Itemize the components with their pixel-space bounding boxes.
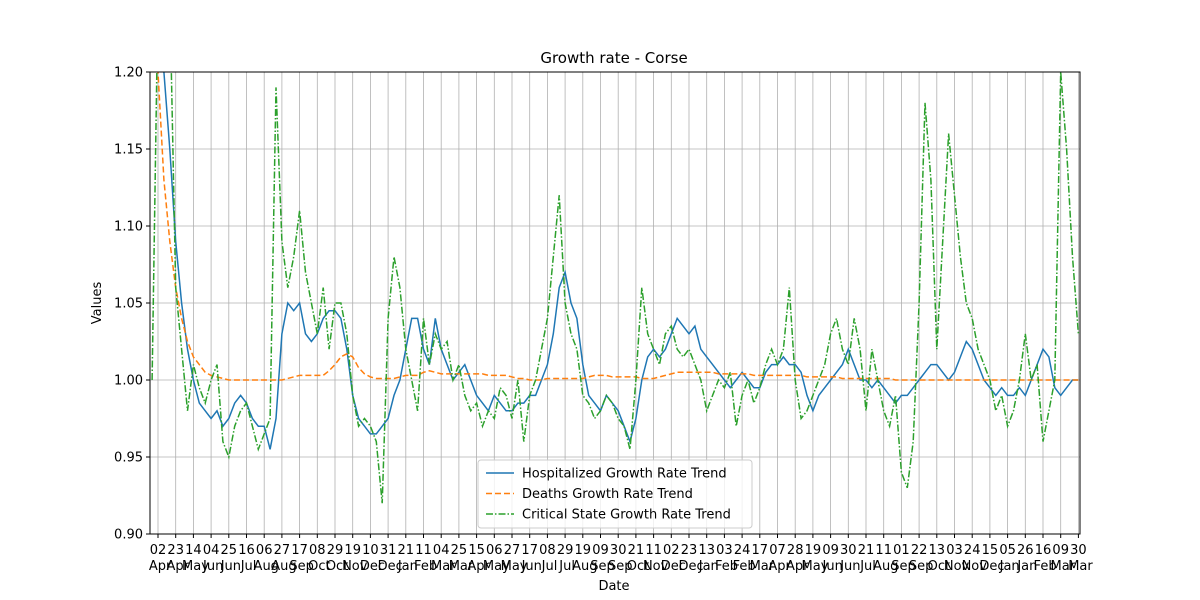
x-tick-label: 09 Mar [1046,543,1075,574]
x-tick-label: 21 Jan [394,543,418,574]
y-tick-label: 0.95 [114,451,143,466]
x-tick-label: 03 Nov [940,543,970,574]
x-tick-label: 03 Feb [711,543,738,574]
x-tick-label: 06 Aug [249,543,279,574]
x-tick-label: 10 Dec [356,543,385,574]
data-line [163,72,1079,450]
x-tick-label: 19 Aug [568,543,598,574]
x-tick-label: 07 Apr [764,543,791,574]
x-tick-label: 21 Oct [623,543,650,574]
x-tick-label: 15 Dec [975,543,1004,574]
x-tick-label: 29 Oct [322,543,349,574]
x-tick-label: 08 Jul [537,543,557,574]
y-tick-label: 1.15 [114,143,143,158]
x-tick-label: 16 Feb [1029,543,1056,574]
x-tick-label: 09 Jun [818,543,842,574]
x-tick-label: 28 Apr [782,543,809,574]
x-tick-label: 11 Nov [639,543,669,574]
x-tick-label: 27 Aug [267,543,297,574]
x-tick-label: 04 Jun [199,543,223,574]
chart-title: Growth rate - Corse [540,49,687,67]
x-tick-label: 25 Jun [217,543,241,574]
plot-frame [149,71,1081,535]
x-tick-label: 02 Dec [657,543,686,574]
y-tick-label: 1.05 [114,297,143,312]
x-tick-label: 30 Jun [836,543,860,574]
x-tick-label: 24 Nov [957,543,987,574]
x-tick-label: 04 Mar [427,543,456,574]
y-tick-label: 1.10 [114,220,143,235]
x-tick-label: 13 Oct [923,543,950,574]
x-tick-label: 25 Mar [445,543,474,574]
legend-label: Deaths Growth Rate Trend [522,487,693,502]
x-tick-label: 29 Jul [555,543,575,574]
y-tick-label: 0.90 [114,528,143,543]
x-tick-label: 23 Dec [674,543,703,574]
x-tick-label: 23 Apr [162,543,189,574]
x-tick-label: 13 Jan [695,543,719,574]
x-tick-label: 14 May [178,543,209,574]
x-tick-label: 30 Sep [604,543,633,574]
x-tick-label: 16 Jul [237,543,257,574]
x-tick-label: 11 Feb [410,543,437,574]
x-tick-label: 01 Sep [887,543,916,574]
x-tick-label: 17 Jun [517,543,541,574]
x-tick-label: 11 Aug [869,543,899,574]
x-tick-label: 17 Sep [285,543,314,574]
x-tick-label: 02 Apr [145,543,172,574]
x-tick-label: 08 Oct [304,543,331,574]
legend: Hospitalized Growth Rate Trend Deaths Gro… [477,459,753,529]
x-tick-label: 17 Mar [745,543,774,574]
x-tick-label: 27 May [496,543,527,574]
x-tick-label: 31 Dec [373,543,402,574]
y-tick-label: 1.20 [114,66,143,81]
y-tick-label: 1.00 [114,374,143,389]
legend-label: Critical State Growth Rate Trend [522,508,731,523]
x-tick-label: 24 Feb [729,543,756,574]
x-tick-label: 22 Sep [905,543,934,574]
plot-area [151,72,1080,504]
legend-box [477,459,753,529]
x-axis-label: Date [598,579,629,594]
x-tick-label: 05 Jan [996,543,1020,574]
y-axis-label: Values [90,282,105,325]
x-tick-label: 30 Mar [1064,543,1093,574]
x-tick-label: 19 May [797,543,828,574]
x-tick-label: 06 May [479,543,510,574]
x-tick-label: 21 Jul [856,543,876,574]
data-line [151,72,1080,504]
legend-label: Hospitalized Growth Rate Trend [522,467,727,482]
x-tick-label: 19 Nov [338,543,368,574]
x-tick-label: 15 Apr [463,543,490,574]
data-line [157,72,1079,381]
x-tick-label: 26 Jan [1013,543,1037,574]
x-tick-label: 09 Sep [586,543,615,574]
